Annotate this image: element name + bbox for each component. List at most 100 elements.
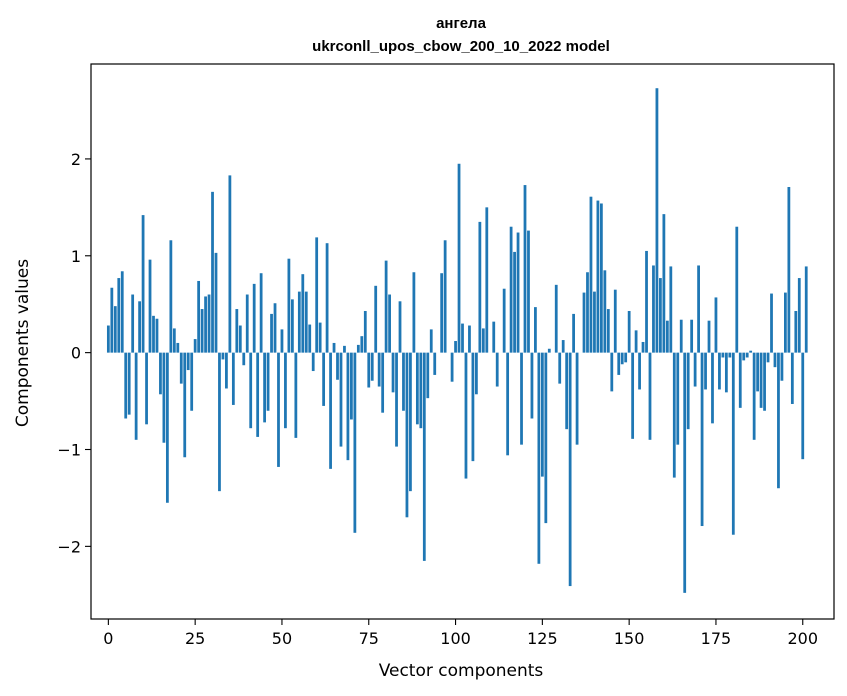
bar-191 [770, 293, 773, 353]
bar-18 [169, 240, 173, 353]
bar-183 [742, 352, 746, 361]
bar-100 [454, 341, 457, 353]
bar-33 [221, 352, 225, 360]
bar-84 [398, 301, 402, 353]
bar-199 [797, 278, 801, 353]
bar-1 [110, 287, 114, 353]
bar-59 [311, 352, 315, 372]
bar-125 [540, 352, 544, 477]
bar-176 [718, 352, 721, 390]
bar-142 [599, 203, 603, 353]
bar-194 [780, 352, 784, 381]
bar-48 [273, 303, 277, 353]
bar-149 [624, 352, 628, 363]
bar-42 [252, 283, 256, 353]
bar-83 [395, 352, 398, 447]
bar-9 [138, 301, 141, 353]
bar-163 [672, 352, 676, 478]
bar-22 [183, 352, 187, 458]
bar-121 [527, 230, 530, 353]
bar-169 [693, 352, 697, 387]
bar-69 [346, 352, 350, 461]
bar-127 [547, 348, 551, 353]
bar-67 [339, 352, 343, 447]
x-tick-label: 25 [185, 629, 205, 648]
bar-132 [565, 352, 569, 430]
bar-148 [620, 352, 624, 365]
bar-26 [197, 280, 201, 353]
bar-11 [145, 352, 148, 425]
bar-34 [225, 352, 228, 389]
bar-111 [492, 321, 496, 353]
bar-75 [367, 352, 371, 388]
bar-58 [308, 324, 312, 353]
bar-170 [697, 265, 700, 353]
bar-85 [402, 352, 405, 411]
bar-178 [724, 352, 728, 393]
bar-122 [530, 352, 534, 419]
bar-188 [759, 352, 763, 408]
bar-94 [433, 352, 437, 375]
bar-87 [409, 352, 412, 492]
bar-161 [665, 320, 669, 353]
bar-10 [141, 215, 145, 353]
bar-8 [134, 352, 138, 440]
bar-43 [256, 352, 260, 437]
x-tick-label: 150 [614, 629, 645, 648]
bar-145 [610, 352, 614, 392]
bar-112 [495, 352, 499, 387]
bar-90 [419, 352, 423, 429]
bar-172 [704, 352, 707, 390]
bar-47 [270, 313, 273, 353]
bar-185 [749, 350, 753, 353]
bar-71 [353, 352, 357, 533]
bar-182 [738, 352, 742, 408]
bar-174 [711, 352, 714, 424]
bar-119 [520, 352, 523, 445]
bar-162 [669, 266, 673, 353]
bar-6 [127, 352, 131, 415]
bar-74 [363, 310, 367, 353]
bar-109 [485, 207, 489, 353]
bar-193 [777, 352, 780, 489]
bar-189 [763, 352, 766, 411]
bar-126 [544, 352, 548, 524]
bar-29 [207, 294, 211, 353]
bar-4 [120, 271, 124, 353]
x-axis-ticks: 0 25 50 75 100 125 150 175 200 [103, 619, 818, 648]
x-tick-label: 100 [440, 629, 471, 648]
bar-7 [131, 294, 135, 353]
bar-61 [318, 322, 322, 353]
bar-168 [690, 319, 694, 353]
bar-27 [200, 309, 204, 353]
bar-195 [784, 292, 787, 353]
bar-31 [214, 252, 218, 353]
bar-13 [152, 315, 155, 353]
bar-138 [586, 272, 589, 353]
bar-17 [165, 352, 169, 503]
bar-143 [603, 270, 607, 353]
bar-135 [575, 352, 579, 445]
x-tick-label: 0 [103, 629, 113, 648]
x-tick-label: 75 [359, 629, 379, 648]
chart-subtitle: ukrconll_upos_cbow_200_10_2022 model [312, 38, 610, 55]
bar-54 [294, 352, 298, 438]
bar-73 [360, 336, 364, 353]
bar-120 [523, 185, 527, 353]
bar-157 [652, 265, 655, 353]
bar-158 [655, 88, 659, 353]
bar-72 [356, 344, 360, 353]
bar-70 [350, 352, 353, 420]
bar-91 [422, 352, 426, 561]
bar-156 [648, 352, 652, 440]
bar-166 [683, 352, 687, 593]
bar-30 [211, 191, 214, 353]
bar-41 [249, 352, 253, 429]
bar-96 [440, 273, 444, 353]
bar-106 [475, 352, 478, 395]
bar-62 [322, 352, 326, 406]
bar-24 [190, 352, 194, 411]
bars-group [106, 88, 808, 593]
